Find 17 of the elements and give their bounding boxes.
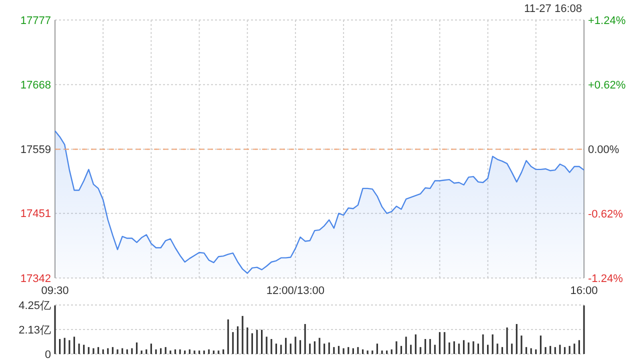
chart-subtitle: 11-27 16:08 — [524, 3, 582, 15]
y-tick-label: 0 — [44, 348, 51, 360]
y2-tick-label: 0.00% — [588, 144, 620, 156]
y2-tick-label: -1.24% — [588, 272, 624, 285]
y-tick-label: 2.13亿 — [18, 324, 51, 336]
y-tick-label: 17342 — [20, 272, 51, 285]
y2-tick-label: +1.24% — [588, 14, 626, 27]
y-tick-label: 17777 — [20, 14, 51, 27]
y-tick-label: 17559 — [20, 144, 51, 156]
x-tick-label: 09:30 — [41, 285, 69, 297]
x-tick-label: 16:00 — [570, 285, 598, 297]
y2-tick-label: -0.62% — [588, 208, 624, 220]
y2-tick-label: +0.62% — [588, 79, 626, 92]
y-tick-label: 17451 — [20, 208, 51, 220]
y-tick-label: 4.25亿 — [18, 300, 51, 312]
y-tick-label: 17668 — [20, 80, 51, 92]
x-tick-label: 12:00/13:00 — [266, 285, 325, 297]
